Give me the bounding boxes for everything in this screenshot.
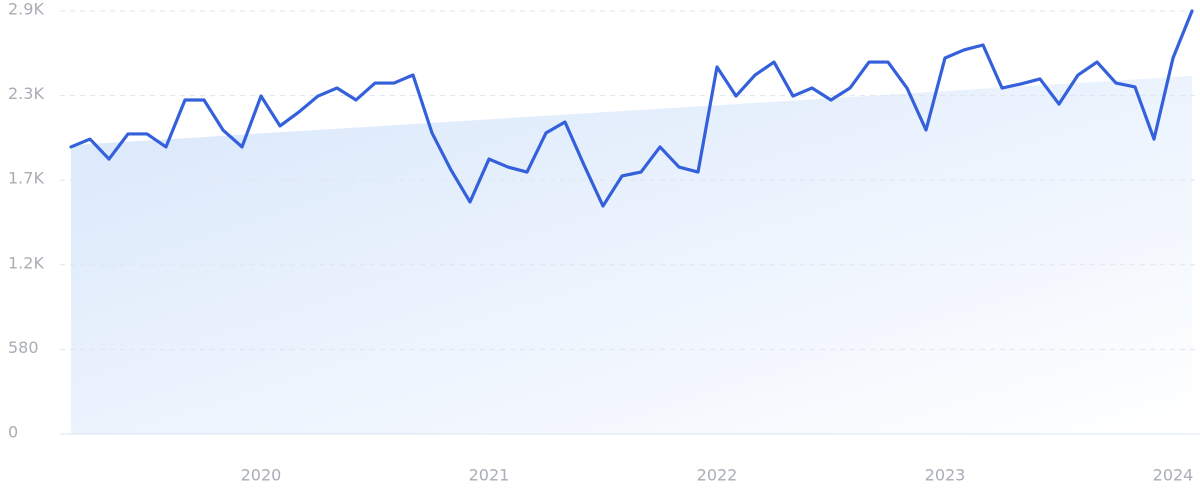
x-tick-label: 2024 — [1153, 466, 1194, 485]
y-tick-label: 2.9K — [8, 0, 44, 19]
y-tick-label: 1.2K — [8, 253, 44, 272]
x-tick-label: 2022 — [697, 466, 738, 485]
x-tick-label: 2020 — [241, 466, 282, 485]
x-tick-label: 2021 — [469, 466, 510, 485]
y-tick-label: 2.3K — [8, 84, 44, 103]
data-line — [69, 9, 1194, 208]
x-tick-label: 2023 — [925, 466, 966, 485]
trend-area — [71, 75, 1192, 434]
y-tick-label: 580 — [8, 338, 39, 357]
y-tick-label: 1.7K — [8, 169, 44, 188]
y-tick-label: 0 — [8, 423, 18, 442]
